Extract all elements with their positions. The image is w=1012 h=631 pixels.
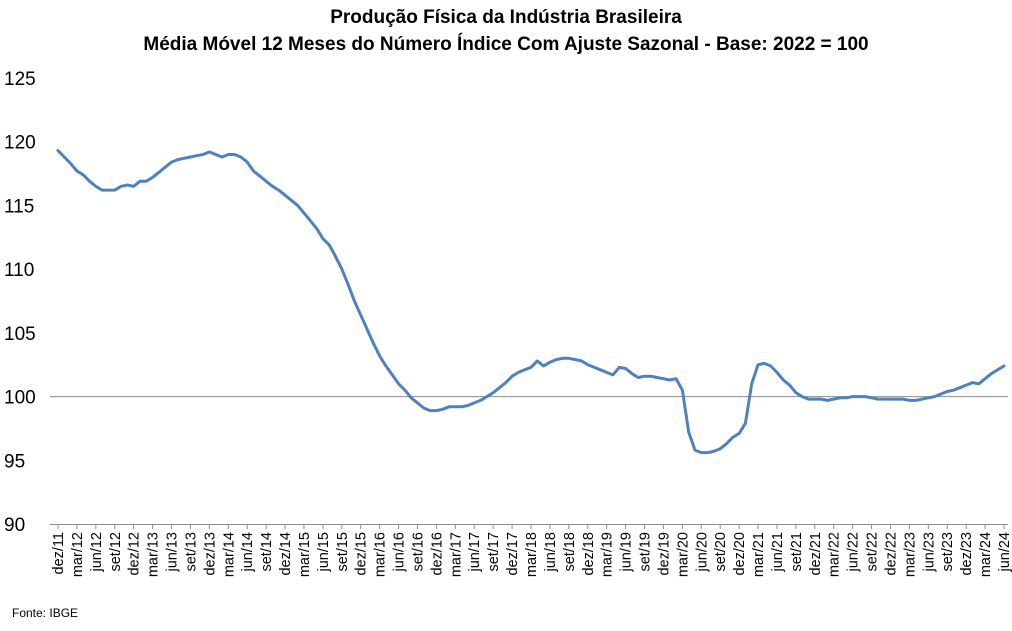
y-tick-label: 110 [4, 260, 34, 281]
chart-title: Produção Física da Indústria Brasileira [330, 7, 682, 28]
x-tick-label: mar/21 [751, 532, 767, 577]
y-tick-label: 120 [4, 133, 36, 154]
x-tick-label: jun/21 [770, 532, 786, 573]
x-tick-label: mar/12 [70, 532, 86, 577]
x-tick-label: set/20 [713, 532, 729, 572]
x-tick-label: jun/16 [392, 532, 408, 573]
x-tick-label: dez/22 [883, 532, 899, 576]
x-tick-label: jun/17 [467, 532, 483, 573]
x-tick-label: set/19 [638, 532, 654, 572]
x-tick-label: mar/23 [902, 532, 918, 577]
x-tick-label: dez/14 [278, 532, 294, 576]
x-tick-label: jun/18 [543, 532, 559, 573]
x-tick-label: jun/15 [316, 532, 332, 573]
x-tick-label: set/16 [410, 532, 426, 572]
x-tick-label: mar/20 [675, 532, 691, 577]
y-tick-label: 95 [4, 451, 25, 472]
series-line [56, 149, 1006, 455]
x-tick-label: set/12 [108, 532, 124, 572]
x-tick-label: mar/18 [524, 532, 540, 577]
x-tick-label: set/14 [259, 532, 275, 572]
x-tick-label: set/21 [789, 532, 805, 572]
source-note: Fonte: IBGE [12, 606, 79, 620]
y-tick-label: 90 [4, 515, 25, 536]
x-tick-label: set/22 [865, 532, 881, 572]
x-tick-label: mar/14 [221, 532, 237, 577]
x-axis: dez/11 mar/12 jun/12 set/12 dez/12 mar/13 jun/… [51, 524, 1012, 577]
x-tick-label: dez/12 [127, 532, 143, 576]
y-tick-label: 100 [4, 388, 36, 409]
x-tick-label: dez/15 [354, 532, 370, 576]
y-tick-label: 105 [4, 324, 36, 345]
x-tick-label: mar/15 [297, 532, 313, 577]
x-tick-label: dez/16 [429, 532, 445, 576]
y-tick-label: 125 [4, 69, 36, 90]
x-tick-label: dez/13 [202, 532, 218, 576]
x-tick-label: mar/17 [448, 532, 464, 577]
chart-subtitle: Média Móvel 12 Meses do Número Índice Co… [143, 34, 869, 55]
x-tick-label: mar/24 [978, 532, 994, 577]
x-tick-label: jun/20 [694, 532, 710, 573]
x-tick-label: jun/12 [89, 532, 105, 573]
y-axis: 90 95 100 105 110 115 120 125 [4, 69, 36, 536]
x-tick-label: dez/19 [656, 532, 672, 576]
x-tick-label: jun/23 [921, 532, 937, 573]
x-tick-label: set/13 [183, 532, 199, 572]
x-tick-label: jun/22 [846, 532, 862, 573]
x-tick-label: jun/13 [165, 532, 181, 573]
x-tick-label: dez/23 [959, 532, 975, 576]
x-tick-label: set/17 [486, 532, 502, 572]
x-tick-label: set/23 [940, 532, 956, 572]
x-tick-label: set/18 [562, 532, 578, 572]
x-tick-label: mar/16 [373, 532, 389, 577]
y-tick-label: 115 [4, 196, 34, 217]
x-tick-label: mar/19 [600, 532, 616, 577]
x-tick-label: mar/22 [827, 532, 843, 577]
x-tick-label: dez/21 [808, 532, 824, 576]
x-tick-label: jun/24 [997, 532, 1012, 573]
x-tick-label: dez/20 [732, 532, 748, 576]
x-tick-label: mar/13 [146, 532, 162, 577]
x-tick-label: dez/18 [581, 532, 597, 576]
x-tick-label: jun/14 [240, 532, 256, 573]
x-tick-label: set/15 [335, 532, 351, 572]
x-tick-label: dez/11 [51, 532, 67, 574]
x-tick-label: jun/19 [619, 532, 635, 573]
x-tick-label: dez/17 [505, 532, 521, 576]
